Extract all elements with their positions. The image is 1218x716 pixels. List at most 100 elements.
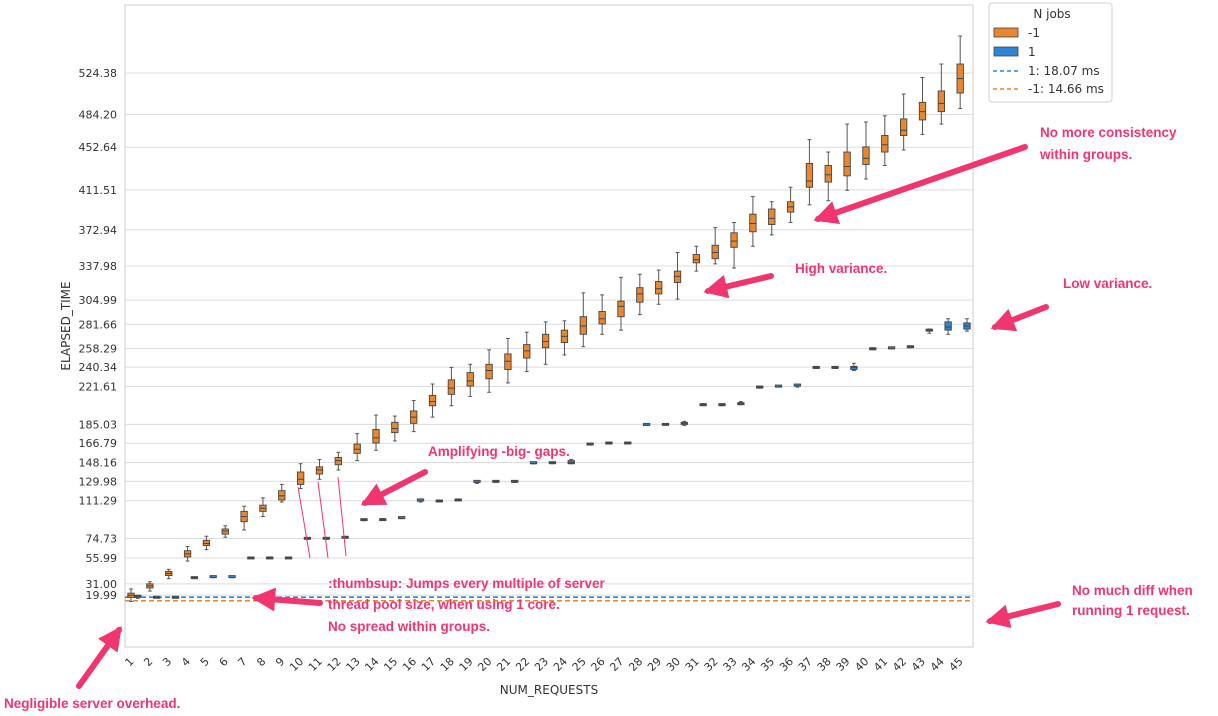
box-orange: [937, 63, 945, 125]
x-tick-label: 26: [589, 655, 608, 674]
box-orange: [353, 433, 361, 462]
box-blue: [341, 535, 349, 539]
annotation-negligible: Negligible server overhead.: [4, 696, 180, 711]
x-tick-label: 32: [702, 655, 721, 674]
y-tick-label: 452.64: [79, 141, 118, 154]
annotation-thumbsup-1: :thumbsup: Jumps every multiple of serve…: [328, 576, 606, 591]
arrow-no-much-diff: [985, 601, 1061, 628]
box-blue: [303, 536, 312, 540]
x-tick-label: 8: [254, 655, 268, 669]
box-blue: [379, 518, 387, 522]
box-blue: [624, 441, 632, 445]
y-tick-label: 19.99: [86, 589, 118, 602]
box-orange: [636, 273, 644, 316]
box-orange: [918, 76, 927, 135]
box-blue: [680, 420, 688, 426]
box-orange: [485, 349, 493, 393]
y-tick-label: 166.79: [79, 437, 118, 450]
box-blue: [793, 383, 802, 388]
x-tick-label: 23: [532, 655, 551, 674]
legend-entry-3: -1: 14.66 ms: [1028, 82, 1104, 96]
box-blue: [435, 499, 443, 503]
box-blue: [360, 518, 368, 522]
box-blue: [492, 479, 500, 483]
x-axis-ticks: 1 2 3 4 5 6 7 8 9 10 11 12 13 14 15 16 17 18 19 20 21 22 23 24 2…: [122, 655, 965, 674]
box-blue: [153, 595, 161, 599]
box-body: [843, 151, 851, 177]
y-tick-label: 281.66: [79, 318, 118, 331]
annotation-low-variance: Low variance.: [1063, 276, 1152, 291]
box-orange: [202, 535, 211, 551]
y-tick-label: 411.51: [79, 184, 118, 197]
box-blue: [906, 345, 915, 349]
x-tick-label: 14: [362, 655, 381, 674]
box-body: [805, 162, 814, 188]
box-body: [918, 101, 927, 121]
box-body: [579, 316, 587, 335]
x-tick-label: 16: [400, 655, 419, 674]
x-tick-label: 31: [683, 655, 702, 674]
y-tick-label: 148.16: [79, 457, 118, 470]
x-tick-label: 37: [796, 655, 815, 674]
annotation-no-much-diff-2: running 1 request.: [1072, 603, 1190, 618]
box-body: [541, 333, 550, 349]
box-body: [655, 281, 663, 295]
box-orange: [541, 321, 550, 365]
box-orange: [862, 121, 870, 180]
box-blue: [756, 385, 764, 389]
x-tick-label: 10: [287, 655, 306, 674]
x-tick-label: 2: [141, 655, 155, 669]
box-body: [692, 254, 701, 264]
box-body: [598, 311, 606, 325]
annotation-thumbsup-3: No spread within groups.: [328, 619, 490, 634]
x-tick-label: 40: [852, 655, 871, 674]
legend: N jobs -1 1 1: 18.07 ms -1: 14.66 ms: [988, 2, 1113, 103]
box-body: [824, 165, 832, 183]
box-orange: [899, 93, 908, 151]
x-tick-label: 38: [815, 655, 834, 674]
x-tick-label: 9: [273, 655, 287, 669]
box-body: [881, 135, 889, 153]
box-blue: [963, 318, 971, 332]
box-orange: [560, 320, 569, 356]
y-tick-label: 240.34: [79, 361, 118, 374]
annotation-thumbsup-2: thread pool size, when using 1 core.: [328, 597, 560, 612]
x-tick-label: 21: [494, 655, 513, 674]
box-body: [937, 90, 945, 113]
x-tick-label: 34: [739, 655, 758, 674]
box-blue: [548, 461, 557, 465]
annotations: No more consistency within groups. High …: [4, 125, 1193, 711]
x-tick-label: 35: [758, 655, 777, 674]
box-orange: [334, 451, 342, 471]
x-tick-label: 22: [513, 655, 532, 674]
y-axis-label: ELAPSED_TIME: [59, 281, 73, 370]
x-tick-label: 18: [438, 655, 457, 674]
box-body: [447, 379, 456, 395]
box-body: [334, 457, 342, 466]
y-tick-label: 221.61: [79, 380, 118, 393]
legend-title: N jobs: [1033, 7, 1070, 21]
box-body: [673, 270, 682, 283]
x-tick-label: 28: [626, 655, 645, 674]
box-orange: [673, 251, 682, 300]
box-body: [353, 443, 361, 454]
box-orange: [183, 546, 192, 562]
legend-swatch-orange: [993, 27, 1019, 38]
box-blue: [416, 498, 425, 503]
box-blue: [529, 461, 538, 465]
y-tick-label: 524.38: [79, 67, 118, 80]
box-body: [636, 287, 644, 303]
x-tick-label: 24: [551, 655, 570, 674]
box-body: [485, 363, 493, 380]
box-blue: [397, 516, 406, 520]
x-tick-label: 25: [570, 655, 589, 674]
annotation-no-more-consistency-2: within groups.: [1039, 147, 1132, 162]
box-blue: [284, 556, 293, 560]
box-series: [127, 35, 971, 602]
arrow-no-more-consistency: [813, 144, 1028, 225]
box-orange: [466, 363, 474, 397]
box-orange: [146, 581, 154, 592]
box-body: [768, 208, 776, 225]
x-tick-label: 27: [607, 655, 626, 674]
